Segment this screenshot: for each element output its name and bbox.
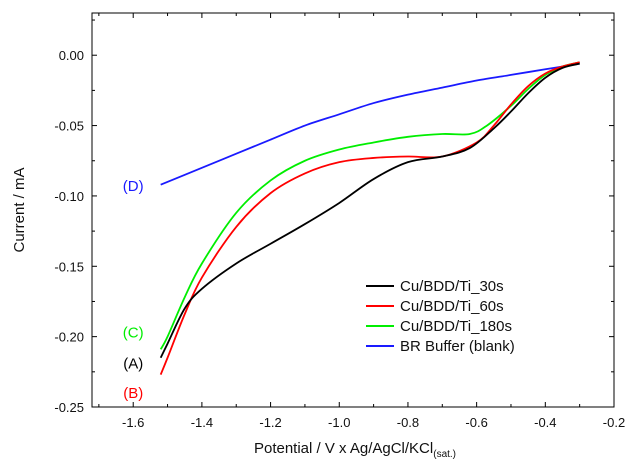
curve-annotation: (C) [123, 324, 144, 341]
legend-label: Cu/BDD/Ti_60s [400, 298, 504, 315]
y-tick-label: 0.00 [59, 48, 84, 63]
series-line [159, 62, 580, 359]
curve-annotations: (D) (C) (A) (B) [123, 178, 144, 402]
legend-label: BR Buffer (blank) [400, 338, 515, 355]
x-tick-label: -1.0 [328, 415, 350, 430]
y-tick-label: -0.25 [54, 400, 84, 415]
x-axis-label-subscript: (sat.) [433, 449, 456, 460]
curve-annotation: (B) [123, 385, 143, 402]
legend-label: Cu/BDD/Ti_180s [400, 318, 512, 335]
y-tick-label: -0.05 [54, 119, 84, 134]
x-axis-label: Potential / V x Ag/AgCl/KCl(sat.) [254, 440, 456, 460]
y-axis-label: Current / mA [11, 167, 28, 252]
y-tick-label: -0.20 [54, 330, 84, 345]
x-tick-label: -1.6 [122, 415, 144, 430]
y-axis: 0.00 -0.05 -0.10 -0.15 -0.20 -0.25 [54, 19, 614, 415]
legend: Cu/BDD/Ti_30s Cu/BDD/Ti_60s Cu/BDD/Ti_180s… [366, 278, 515, 355]
series-line [159, 61, 580, 375]
x-tick-label: -0.2 [603, 415, 625, 430]
x-tick-label: -0.8 [397, 415, 419, 430]
y-tick-label: -0.10 [54, 189, 84, 204]
x-axis-label-main: Potential / V x Ag/AgCl/KCl [254, 440, 433, 457]
series-line [160, 62, 580, 186]
x-tick-label: -0.4 [534, 415, 556, 430]
x-tick-label: -0.6 [465, 415, 487, 430]
x-axis: -1.6 -1.4 -1.2 -1.0 -0.8 -0.6 -0.4 -0.2 [98, 13, 625, 430]
curve-annotation: (A) [123, 355, 143, 372]
y-tick-label: -0.15 [54, 259, 84, 274]
plot-area-frame [91, 12, 615, 408]
series-line [159, 61, 580, 350]
x-tick-label: -1.2 [259, 415, 281, 430]
x-tick-label: -1.4 [191, 415, 213, 430]
series-lines [159, 61, 580, 375]
curve-annotation: (D) [123, 178, 144, 195]
legend-label: Cu/BDD/Ti_30s [400, 278, 504, 295]
